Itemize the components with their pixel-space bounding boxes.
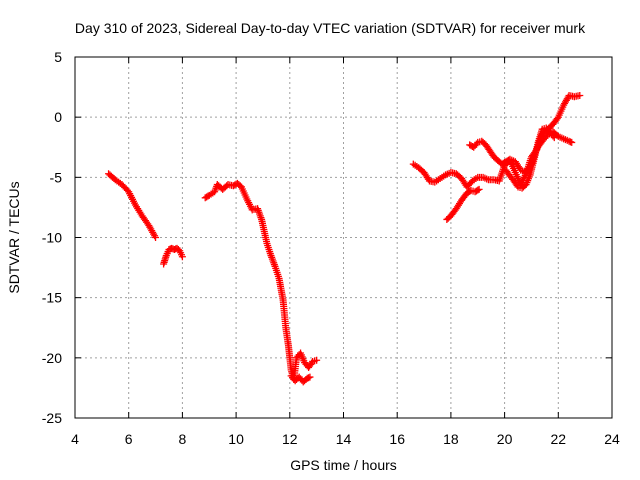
chart-title: Day 310 of 2023, Sidereal Day-to-day VTE… (75, 20, 586, 36)
y-tick-label: -10 (42, 230, 62, 246)
y-tick-label: -15 (42, 290, 62, 306)
x-tick-label: 24 (604, 431, 620, 447)
data-point (549, 132, 557, 140)
data-point (483, 175, 491, 183)
axis-ticks (74, 56, 613, 419)
series-seg7 (502, 124, 558, 192)
series-seg4 (409, 92, 584, 191)
data-point (576, 92, 584, 100)
data-point (475, 185, 483, 193)
x-tick-label: 20 (497, 431, 513, 447)
data-point (568, 138, 576, 146)
x-tick-label: 8 (179, 431, 187, 447)
x-tick-label: 10 (228, 431, 244, 447)
series-seg2 (160, 244, 186, 268)
series-seg5 (443, 185, 483, 223)
y-tick-label: -25 (42, 410, 62, 426)
x-tick-label: 18 (443, 431, 459, 447)
data-point (550, 134, 558, 142)
x-tick-label: 16 (389, 431, 405, 447)
data-point (178, 253, 186, 261)
y-tick-label: -20 (42, 350, 62, 366)
x-axis-title: GPS time / hours (290, 457, 397, 473)
x-tick-label: 14 (336, 431, 352, 447)
series-seg3 (201, 179, 321, 383)
data-point (306, 373, 314, 381)
x-tick-label: 4 (71, 431, 79, 447)
series-line (413, 94, 580, 188)
data-point (152, 234, 160, 241)
grid-lines (75, 57, 612, 418)
series-seg3b (287, 372, 314, 386)
data-point (474, 186, 482, 194)
x-tick-label: 22 (551, 431, 567, 447)
series-seg1 (105, 170, 160, 241)
data-point (313, 356, 321, 364)
y-tick-label: 5 (54, 49, 62, 65)
series-seg6 (466, 128, 576, 177)
data-point (481, 174, 489, 182)
x-tick-label: 12 (282, 431, 298, 447)
data-series (105, 92, 584, 386)
x-tick-label: 6 (125, 431, 133, 447)
y-tick-label: -5 (50, 169, 63, 185)
y-tick-labels: 5 0 -5 -10 -15 -20 -25 (42, 49, 62, 426)
y-tick-label: 0 (54, 109, 62, 125)
y-axis-title: SDTVAR / TECUs (6, 181, 22, 293)
x-tick-labels: 4 6 8 10 12 14 16 18 20 22 24 (71, 431, 620, 447)
